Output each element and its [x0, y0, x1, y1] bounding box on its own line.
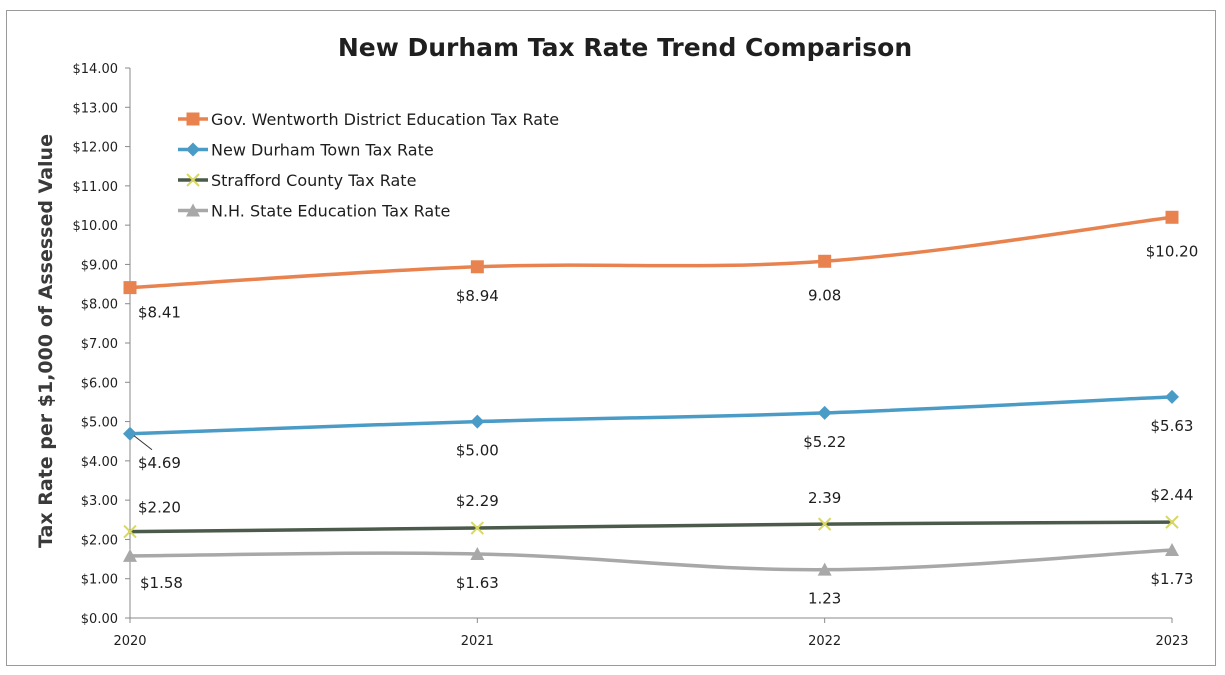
y-axis-label: Tax Rate per $1,000 of Assessed Value — [35, 134, 57, 548]
series-3-marker — [470, 521, 485, 535]
legend-label: New Durham Town Tax Rate — [211, 141, 434, 160]
series-4-data-label: $1.73 — [1151, 570, 1194, 588]
series-1-line — [128, 215, 1174, 290]
y-tick-label: $4.00 — [81, 455, 118, 470]
series-1-marker — [1165, 210, 1179, 224]
x-tick-label: 2021 — [461, 634, 494, 649]
series-4-marker — [817, 562, 832, 576]
series-1-marker — [123, 281, 137, 295]
series-4-marker — [470, 546, 485, 560]
x-tick-label: 2020 — [113, 634, 146, 649]
series-3-data-label: $2.44 — [1151, 486, 1194, 504]
data-labels: $8.41 $8.94 9.08 $10.20 $4.69 $5.00 $5.22 $5.63… — [133, 242, 1199, 608]
series-2-line — [128, 395, 1174, 436]
series-4-line — [128, 548, 1174, 572]
y-tick-label: $9.00 — [81, 258, 118, 273]
y-tick-label: $13.00 — [73, 101, 119, 116]
y-tick-label: $1.00 — [81, 573, 118, 588]
y-tick-label: $10.00 — [73, 219, 119, 234]
y-tick-label: $0.00 — [81, 612, 118, 627]
y-tick-label: $11.00 — [73, 180, 119, 195]
x-axis-ticks: 2020 2021 2022 2023 — [113, 618, 1189, 649]
series-2-marker — [1165, 389, 1179, 404]
y-tick-label: $2.00 — [81, 533, 118, 548]
series-3-marker — [123, 524, 137, 539]
series-1-data-label: $8.94 — [456, 287, 499, 305]
y-tick-label: $14.00 — [73, 62, 119, 77]
series-markers — [123, 210, 1179, 576]
y-tick-label: $3.00 — [81, 494, 118, 509]
legend-swatch-marker — [186, 173, 200, 187]
legend-swatch-marker — [186, 203, 200, 217]
series-1-data-label: $8.41 — [138, 304, 181, 322]
series-4-data-label: $1.58 — [140, 574, 183, 592]
x-tick-label: 2023 — [1155, 634, 1188, 649]
series-1-data-label: $10.20 — [1146, 242, 1199, 260]
series-2-marker — [470, 414, 485, 429]
series-2-data-label: $5.22 — [803, 433, 846, 451]
series-4-marker — [1165, 543, 1179, 557]
series-3-marker — [1165, 515, 1179, 529]
series-1-marker — [818, 254, 832, 268]
series-4-data-label: 1.23 — [808, 590, 841, 608]
y-tick-label: $5.00 — [81, 416, 118, 431]
legend-label: Strafford County Tax Rate — [211, 171, 416, 190]
y-tick-label: $8.00 — [81, 298, 118, 313]
series-2-data-label: $5.63 — [1151, 417, 1194, 435]
data-label-leader-line — [133, 435, 153, 451]
legend: Gov. Wentworth District Education Tax Ra… — [178, 110, 559, 221]
series-3-marker — [817, 517, 832, 531]
series-2-data-label: $4.69 — [138, 454, 181, 472]
series-3-data-label: $2.20 — [138, 499, 181, 517]
legend-swatch-marker — [186, 142, 200, 157]
series-2-data-label: $5.00 — [456, 442, 499, 460]
series-1-data-label: 9.08 — [808, 286, 841, 304]
legend-label: N.H. State Education Tax Rate — [211, 202, 450, 221]
series-3-data-label: $2.29 — [456, 492, 499, 510]
series-4-data-label: $1.63 — [456, 574, 499, 592]
series-1-marker — [470, 260, 484, 274]
y-tick-label: $7.00 — [81, 337, 118, 352]
y-axis-ticks: $0.00 $1.00 $2.00 $3.00 $4.00 $5.00 $6.00 $7.00… — [73, 62, 130, 627]
series-3-line — [128, 520, 1174, 534]
x-tick-label: 2022 — [808, 634, 841, 649]
series-2-marker — [123, 426, 137, 441]
series-2-marker — [817, 405, 832, 420]
y-tick-label: $12.00 — [73, 141, 119, 156]
series-3-data-label: 2.39 — [808, 489, 841, 507]
legend-label: Gov. Wentworth District Education Tax Ra… — [211, 110, 559, 129]
legend-swatch-marker — [186, 112, 200, 126]
chart-title: New Durham Tax Rate Trend Comparison — [338, 33, 912, 62]
series-4-marker — [123, 548, 137, 562]
y-tick-label: $6.00 — [81, 376, 118, 391]
series-lines — [128, 215, 1174, 572]
